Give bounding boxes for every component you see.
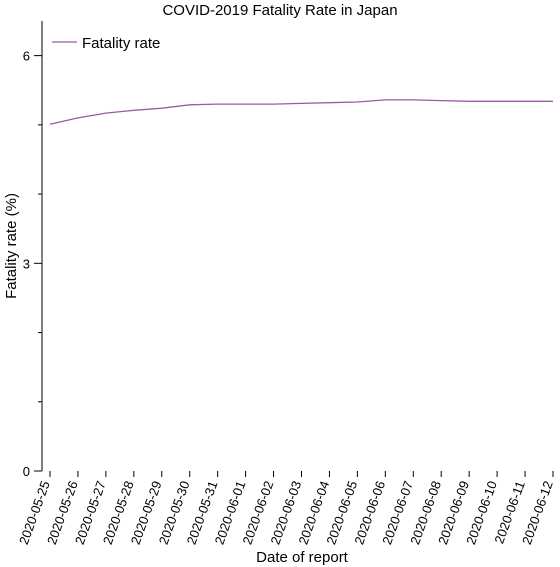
y-tick-label: 0 bbox=[23, 464, 30, 479]
y-tick-label: 3 bbox=[23, 256, 30, 271]
chart-title: COVID-2019 Fatality Rate in Japan bbox=[162, 2, 397, 19]
y-tick-label: 6 bbox=[23, 49, 30, 64]
series-line bbox=[49, 99, 553, 125]
y-axis: 0 3 6 bbox=[23, 21, 43, 479]
series-layer bbox=[49, 99, 553, 125]
x-axis: 2020-05-252020-05-262020-05-272020-05-28… bbox=[16, 471, 556, 547]
legend: Fatality rate bbox=[52, 35, 160, 52]
y-axis-label: Fatality rate (%) bbox=[3, 193, 20, 299]
legend-label: Fatality rate bbox=[82, 35, 160, 52]
x-axis-label: Date of report bbox=[256, 549, 349, 566]
